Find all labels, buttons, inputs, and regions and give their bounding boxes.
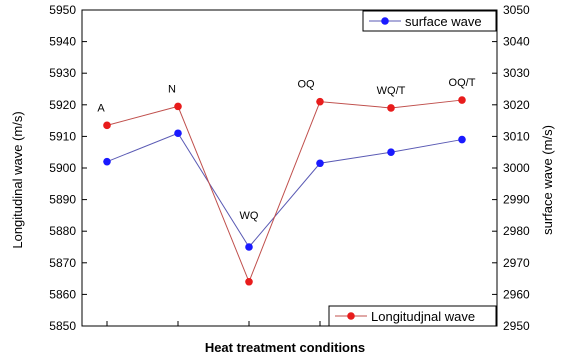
legend-marker <box>381 17 389 25</box>
series-line-surface-wave <box>106 132 463 248</box>
y-tick-label-left: 5850 <box>49 319 76 333</box>
y-tick-label-left: 5870 <box>49 256 76 270</box>
category-label: WQ <box>240 210 259 222</box>
y-axis-title-left: Longitudinal wave (m/s) <box>10 111 25 248</box>
data-point <box>174 129 182 138</box>
y-tick-label-right: 2950 <box>503 319 530 333</box>
legend-frame <box>362 10 497 32</box>
y-tick-label-right: 2970 <box>503 256 530 270</box>
legend-surface-wave: surface wave <box>362 10 497 32</box>
data-point <box>387 148 395 156</box>
data-point <box>103 157 111 166</box>
legend-label: surface wave <box>405 14 482 29</box>
data-point <box>458 96 466 104</box>
y-tick-label-left: 5940 <box>49 35 76 49</box>
y-tick-label-left: 5890 <box>49 193 76 207</box>
data-point <box>316 159 324 168</box>
x-axis-title: Heat treatment conditions <box>205 340 365 355</box>
y-tick-label-left: 5920 <box>49 98 76 112</box>
y-tick-label-right: 3000 <box>503 161 530 175</box>
data-point <box>245 243 253 251</box>
legend-longitudinal-wave: Longitudjnal wave <box>328 305 497 327</box>
y-tick-label-right: 3030 <box>503 66 530 80</box>
legend-marker <box>347 312 355 320</box>
y-tick-label-right: 3010 <box>503 129 530 143</box>
y-axis-title-right: surface wave (m/s) <box>540 125 555 235</box>
category-label: WQ/T <box>377 85 406 97</box>
y-tick-label-left: 5950 <box>49 3 76 17</box>
plot-frame <box>81 9 498 327</box>
y-tick-label-right: 2990 <box>503 193 530 207</box>
y-tick-label-left: 5880 <box>49 224 76 238</box>
data-point <box>245 277 253 286</box>
y-tick-label-left: 5860 <box>49 287 76 301</box>
y-tick-label-left: 5910 <box>49 129 76 143</box>
y-tick-label-right: 3040 <box>503 35 530 49</box>
category-label: OQ <box>297 79 315 91</box>
category-label: OQ/T <box>449 77 476 89</box>
legend-label: Longitudjnal wave <box>371 309 475 324</box>
data-point <box>387 104 395 112</box>
data-point <box>174 102 182 111</box>
data-point <box>316 97 324 106</box>
y-tick-label-right: 2980 <box>503 224 530 238</box>
category-label: N <box>168 83 176 95</box>
data-point <box>458 135 466 144</box>
y-tick-label-left: 5900 <box>49 161 76 175</box>
data-point <box>103 121 111 130</box>
category-label: A <box>97 102 105 114</box>
y-tick-label-right: 3020 <box>503 98 530 112</box>
y-tick-label-right: 2960 <box>503 287 530 301</box>
y-tick-label-right: 3050 <box>503 3 530 17</box>
y-tick-label-left: 5930 <box>49 66 76 80</box>
series-line-longitudinal-wave <box>106 99 463 284</box>
legend-frame <box>328 305 497 327</box>
